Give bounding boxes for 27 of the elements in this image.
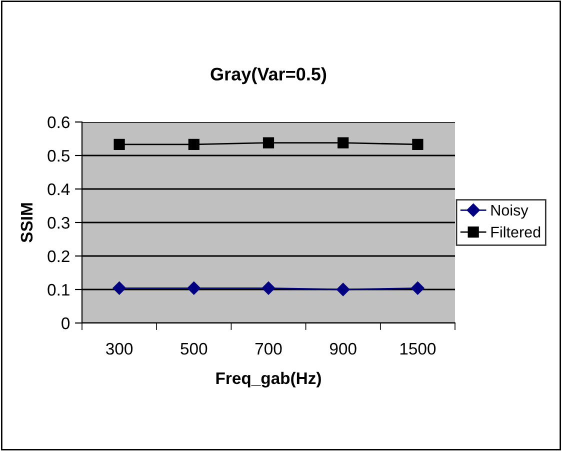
y-tick-label: 0.4 [48,183,70,196]
point [262,282,276,295]
point [187,282,200,295]
x-axis-title: Freq_gab(Hz) [216,372,321,388]
point [114,138,125,150]
point [338,137,349,148]
y-tick-label: 0.1 [48,284,70,296]
legend-label: Filtered [491,226,540,238]
x-tick-label: 500 [180,342,208,355]
y-tick-label: 0 [62,317,70,330]
point [112,282,126,295]
point [188,138,200,150]
y-tick-label: 0.3 [48,216,70,229]
x-tick-label: 1500 [400,342,436,355]
x-tick-label: 300 [106,342,133,355]
y-tick-label: 0.6 [48,116,70,128]
point [262,137,274,148]
chart-title: Gray(Var=0.5) [210,67,326,84]
point [412,138,424,150]
y-tick-label: 0.2 [48,250,70,262]
y-axis-title: SSIM [20,203,33,242]
x-tick-label: 700 [255,342,282,355]
point [411,282,424,295]
point [336,282,350,296]
y-tick-label: 0.5 [48,150,70,162]
legend-label: Noisy [491,204,528,219]
x-tick-label: 900 [330,342,356,355]
